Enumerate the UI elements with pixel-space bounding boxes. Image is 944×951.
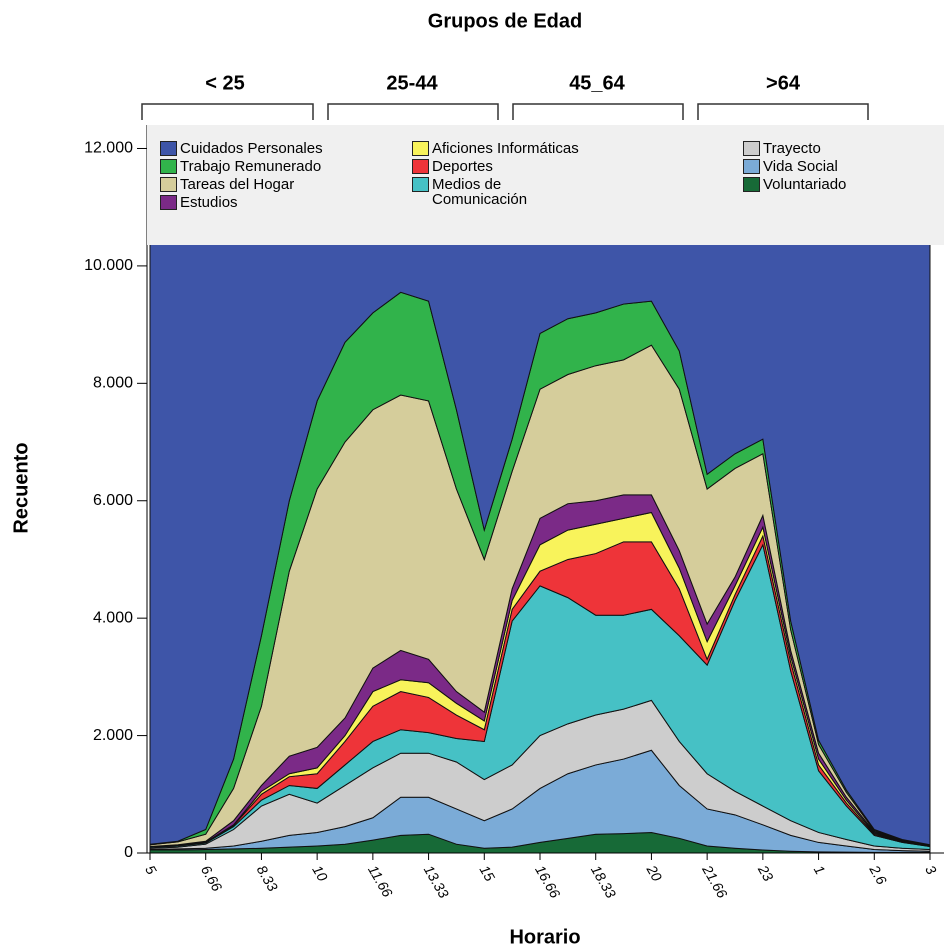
legend-label: Medios de Comunicación bbox=[432, 176, 528, 208]
legend-swatch bbox=[160, 195, 177, 210]
y-tick-label: 8.000 bbox=[93, 375, 133, 392]
legend-swatch bbox=[412, 159, 429, 174]
x-tick-label: 20 bbox=[643, 861, 665, 884]
legend-column: Aficiones Informáticas Deportes Medios de … bbox=[412, 141, 579, 210]
legend-label: Cuidados Personales bbox=[180, 140, 323, 157]
legend-column: Cuidados Personales Trabajo Remunerado Tar… bbox=[160, 141, 323, 213]
x-tick-label: 3 bbox=[922, 862, 940, 877]
y-tick-label: 10.000 bbox=[84, 257, 133, 274]
legend-label: Deportes bbox=[432, 158, 493, 175]
legend-item: Trayecto bbox=[743, 141, 846, 156]
panel-label: < 25 bbox=[205, 72, 244, 94]
x-tick-label: 5 bbox=[142, 862, 160, 877]
legend-item: Vida Social bbox=[743, 159, 846, 174]
y-tick-label: 2.000 bbox=[93, 727, 133, 744]
legend-label: Vida Social bbox=[763, 158, 838, 175]
x-axis-title: Horario bbox=[509, 926, 580, 948]
legend-item: Trabajo Remunerado bbox=[160, 159, 323, 174]
legend-item: Voluntariado bbox=[743, 177, 846, 192]
panel-label: 25-44 bbox=[386, 72, 438, 94]
x-tick-label: 13.33 bbox=[421, 862, 452, 901]
x-tick-label: 2.6 bbox=[866, 861, 890, 887]
x-tick-label: 15 bbox=[476, 862, 498, 884]
legend-label: Estudios bbox=[180, 194, 238, 211]
x-tick-label: 16.66 bbox=[532, 862, 563, 901]
panel-brackets bbox=[141, 103, 869, 120]
panel-label: 45_64 bbox=[569, 72, 625, 94]
bracket bbox=[141, 103, 314, 120]
bracket bbox=[327, 103, 499, 120]
y-tick-label: 4.000 bbox=[93, 609, 133, 626]
legend-column: Trayecto Vida Social Voluntariado bbox=[743, 141, 846, 195]
x-tick-label: 10 bbox=[309, 862, 331, 884]
legend-item: Aficiones Informáticas bbox=[412, 141, 579, 156]
legend-item: Estudios bbox=[160, 195, 323, 210]
y-axis-title: Recuento bbox=[10, 442, 32, 533]
x-tick-label: 1 bbox=[811, 862, 829, 877]
legend-swatch bbox=[160, 159, 177, 174]
legend-item: Cuidados Personales bbox=[160, 141, 323, 156]
x-tick-label: 18.33 bbox=[588, 862, 619, 901]
legend: Cuidados Personales Trabajo Remunerado Tar… bbox=[147, 125, 944, 245]
x-tick-label: 11.66 bbox=[365, 862, 396, 900]
legend-label: Tareas del Hogar bbox=[180, 176, 295, 193]
plot-area: 0 2.000 4.000 6.000 8.000 10.000 12.000 5 6.66 8.… bbox=[84, 125, 944, 901]
legend-swatch bbox=[743, 177, 760, 192]
legend-swatch bbox=[160, 141, 177, 156]
panel-title: Grupos de Edad bbox=[428, 10, 582, 32]
y-tick-label: 0 bbox=[124, 844, 133, 861]
bracket bbox=[512, 103, 684, 120]
legend-swatch bbox=[160, 177, 177, 192]
legend-swatch bbox=[412, 177, 429, 192]
legend-swatch bbox=[743, 159, 760, 174]
legend-swatch bbox=[412, 141, 429, 156]
x-tick-label: 8.33 bbox=[254, 862, 282, 894]
y-tick-label: 6.000 bbox=[93, 492, 133, 509]
bracket bbox=[697, 103, 869, 120]
x-tick-label: 23 bbox=[755, 861, 777, 884]
legend-item: Deportes bbox=[412, 159, 579, 174]
x-tick-label: 21.66 bbox=[699, 861, 731, 900]
legend-item: Tareas del Hogar bbox=[160, 177, 323, 192]
legend-label: Voluntariado bbox=[763, 176, 847, 193]
legend-swatch bbox=[743, 141, 760, 156]
panel-label: >64 bbox=[766, 72, 801, 94]
x-tick-label: 6.66 bbox=[198, 862, 226, 894]
y-tick-label: 12.000 bbox=[84, 140, 133, 157]
legend-label: Aficiones Informáticas bbox=[432, 140, 579, 157]
legend-item: Medios de Comunicación bbox=[412, 177, 579, 207]
legend-label: Trayecto bbox=[763, 140, 821, 157]
legend-label: Trabajo Remunerado bbox=[180, 158, 322, 175]
